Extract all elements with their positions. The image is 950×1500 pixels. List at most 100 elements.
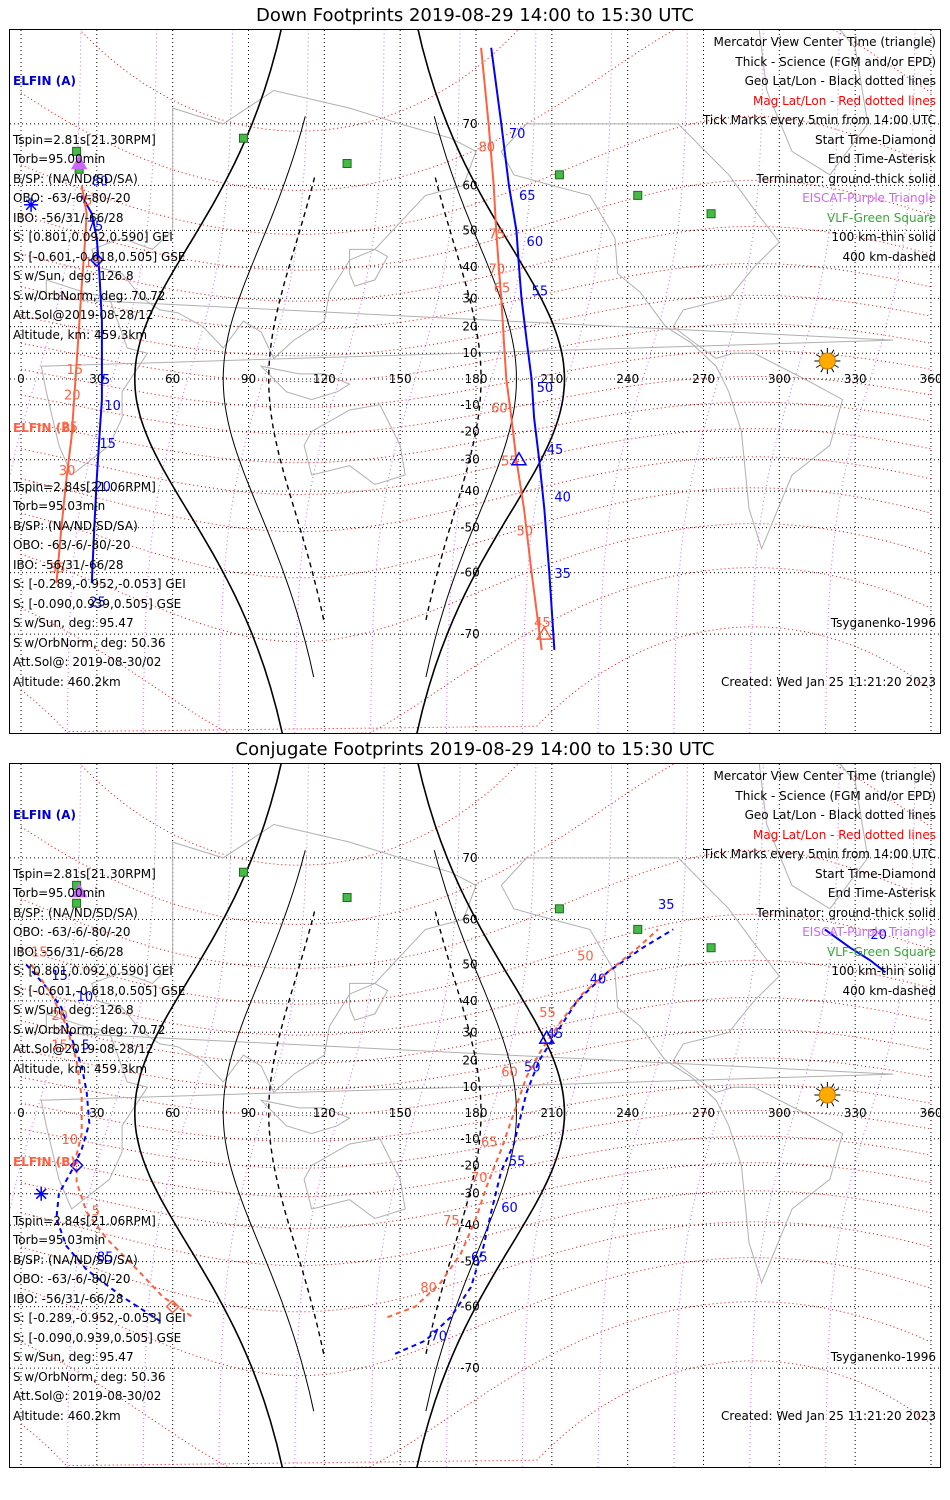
track-tick-label: 60 <box>527 235 544 250</box>
track-tick-label: 25 <box>89 596 106 611</box>
y-tick-label: -50 <box>460 521 480 535</box>
elfin-a-line: B/SP: (NA/ND/SD/SA) <box>13 171 138 186</box>
orbit-track <box>80 194 103 584</box>
track-tick-label: 70 <box>489 262 506 277</box>
track-tick-label: 75 <box>443 1214 460 1229</box>
y-tick-label: -20 <box>460 1158 480 1172</box>
track-tick-label: 55 <box>532 284 549 299</box>
x-tick-label: 30 <box>89 372 104 386</box>
vlf-station-marker <box>72 898 82 908</box>
track-tick-label: 80 <box>92 174 109 189</box>
vlf-station-marker <box>706 209 716 219</box>
elfin-b-line: S w/OrbNorm, deg: 50.36 <box>13 635 166 650</box>
sun-icon <box>818 1086 836 1104</box>
sun-icon <box>818 352 836 370</box>
x-tick-label: 120 <box>313 372 336 386</box>
elfin-a-line: IBO: -56/31/-66/28 <box>13 944 124 959</box>
vlf-station-marker <box>554 904 564 914</box>
elfin-b-line: Tspin=2.84s[21.06RPM] <box>13 1213 156 1228</box>
track-tick-label: 65 <box>471 1251 488 1266</box>
track-tick-label: 75 <box>489 227 506 242</box>
continent-outline <box>500 123 844 551</box>
center-time-triangle <box>538 1029 556 1044</box>
boundary-100km <box>425 850 517 1412</box>
continent-outline <box>500 857 844 1285</box>
x-tick-label: 210 <box>540 372 563 386</box>
continent-outline <box>259 365 351 401</box>
continent-outline <box>349 248 389 287</box>
vlf-station-marker <box>554 170 564 180</box>
y-tick-label: 50 <box>462 957 477 971</box>
y-tick-label: 40 <box>462 994 477 1008</box>
orbit-track <box>480 47 543 651</box>
elfin-b-lines: Tspin=2.84s[21.06RPM] Torb=95.03min B/SP: … <box>13 1212 186 1427</box>
y-tick-label: -20 <box>460 424 480 438</box>
orbit-track <box>30 963 194 1319</box>
vlf-station-marker <box>633 190 643 200</box>
y-tick-label: 40 <box>462 260 477 274</box>
elfin-b-line: S w/Sun, deg: 95.47 <box>13 1350 134 1364</box>
x-tick-label: 150 <box>389 372 412 386</box>
created-date: Created: Wed Jan 25 11:21:20 2023 <box>721 674 936 689</box>
y-tick-label: 60 <box>462 912 477 926</box>
orbit-track <box>387 928 659 1319</box>
elfin-a-line: S w/Sun, deg: 126.8 <box>13 1003 134 1017</box>
legend-item: 100 km-thin solid <box>831 230 936 244</box>
x-tick-label: 300 <box>768 372 791 386</box>
elfin-a-line: S: [0.801,0.092,0.590] GEI <box>13 964 173 978</box>
elfin-a-line: Att.Sol@2019-08-28/12 <box>13 1042 154 1056</box>
y-tick-label: 30 <box>462 291 477 305</box>
elfin-b-line: OBO: -63/-6/-80/-20 <box>13 538 131 552</box>
continent-outline <box>91 89 477 360</box>
legend-item: 100 km-thin solid <box>831 964 936 978</box>
track-tick-label: 85 <box>97 1251 114 1266</box>
track-tick-label: 40 <box>554 490 571 505</box>
y-tick-label: -10 <box>460 398 480 412</box>
x-tick-label: 120 <box>313 1106 336 1120</box>
boundary-400km <box>267 908 325 1354</box>
x-tick-label: 30 <box>89 1106 104 1120</box>
elfin-a-line: B/SP: (NA/ND/SD/SA) <box>13 905 138 920</box>
track-tick-label: 15 <box>51 1039 68 1054</box>
track-tick-label: 15 <box>99 437 116 452</box>
y-tick-label: -40 <box>460 484 480 498</box>
boundary-400km <box>267 174 325 620</box>
y-tick-label: 70 <box>462 851 477 865</box>
x-tick-label: 270 <box>692 1106 715 1120</box>
panel-title-conjugate: Conjugate Footprints 2019-08-29 14:00 to… <box>235 739 715 760</box>
start-diamond-marker <box>69 1158 84 1173</box>
x-tick-label: 60 <box>165 1106 180 1120</box>
continent-outline <box>758 764 869 910</box>
elfin-b-line: Att.Sol@: 2019-08-30/02 <box>13 655 162 669</box>
orbit-track <box>394 928 674 1355</box>
continent-outline <box>303 1138 406 1220</box>
y-tick-label: 50 <box>462 223 477 237</box>
y-tick-label: 10 <box>462 1080 477 1094</box>
elfin-a-line: OBO: -63/-6/-80/-20 <box>13 191 131 205</box>
track-tick-label: 20 <box>51 1009 68 1024</box>
continent-outline <box>259 1099 351 1135</box>
model-name: Tsyganenko-1996 <box>830 1350 936 1364</box>
elfin-b-line: S w/OrbNorm, deg: 50.36 <box>13 1369 166 1384</box>
elfin-b-lines: Tspin=2.84s[21.06RPM] Torb=95.03min B/SP: … <box>13 478 186 693</box>
legend-item: Terminator: ground-thick solid <box>756 171 936 186</box>
mag-parallel <box>20 179 932 271</box>
legend-item: Geo Lat/Lon - Black dotted lines <box>744 808 936 822</box>
legend-item: Mercator View Center Time (triangle) <box>713 769 936 783</box>
mag-parallel <box>20 1162 932 1230</box>
orbit-track <box>490 47 556 650</box>
vlf-station-marker <box>342 159 352 169</box>
vlf-station-marker <box>72 146 82 156</box>
elfin-b-line: IBO: -56/31/-66/28 <box>13 557 124 572</box>
terminator-line <box>133 764 284 1467</box>
elfin-b-line: Torb=95.03min <box>13 1233 106 1247</box>
x-tick-label: 300 <box>768 1106 791 1120</box>
y-tick-label: -70 <box>460 1361 480 1375</box>
elfin-a-header: ELFIN (A) <box>13 74 76 88</box>
y-tick-label: -60 <box>460 1300 480 1314</box>
legend-item: Start Time-Diamond <box>814 866 936 881</box>
mag-meridian <box>370 30 461 733</box>
track-tick-label: 45 <box>547 443 564 458</box>
elfin-a-line: Tspin=2.81s[21.30RPM] <box>13 132 156 147</box>
mag-meridian <box>218 764 309 1467</box>
